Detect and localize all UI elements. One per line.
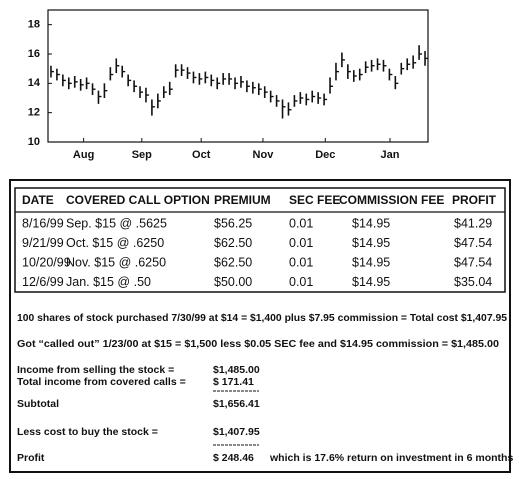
table-cell: $56.25 — [214, 216, 252, 230]
chart: 10 12 14 16 18 Aug Sep Oct Nov Dec Jan — [28, 19, 429, 161]
summary-amount: $ 171.41 — [213, 376, 254, 388]
y-tick-label: 12 — [28, 107, 40, 119]
summary-label: Total income from covered calls = — [17, 376, 186, 388]
x-tick-label: Dec — [315, 149, 335, 161]
x-tick-label: Jan — [381, 149, 400, 161]
table-cell: $14.95 — [352, 275, 390, 289]
table-cell: 8/16/99 — [22, 216, 64, 230]
y-tick-label: 10 — [28, 136, 40, 148]
note: Got “called out” 1/23/00 at $15 = $1,500… — [17, 338, 499, 350]
x-tick-label: Aug — [73, 149, 94, 161]
table-box — [9, 179, 511, 473]
y-tick-label: 18 — [28, 19, 40, 31]
x-tick-label: Nov — [253, 149, 275, 161]
table-cell: Nov. $15 @ .6250 — [66, 255, 166, 269]
x-tick-label: Oct — [192, 149, 211, 161]
table-cell: 12/6/99 — [22, 275, 64, 289]
table-cell: $14.95 — [352, 255, 390, 269]
table-cell: 9/21/99 — [22, 236, 64, 250]
table-cell: 0.01 — [289, 236, 313, 250]
table-cell: Sep. $15 @ .5625 — [66, 216, 167, 230]
table-cell: $35.04 — [454, 275, 492, 289]
table-cell: $47.54 — [454, 236, 492, 250]
summary-label: Subtotal — [17, 398, 59, 410]
table-cell: $41.29 — [454, 216, 492, 230]
table-cell: $62.50 — [214, 255, 252, 269]
column-header: DATE — [22, 193, 54, 207]
column-header: COMMISSION FEE — [339, 193, 444, 207]
table-frame — [14, 187, 506, 293]
y-tick-label: 16 — [28, 48, 40, 60]
summary-label: Less cost to buy the stock = — [17, 426, 158, 438]
x-tick-label: Sep — [132, 149, 152, 161]
summary-label: Profit — [17, 452, 45, 464]
note: 100 shares of stock purchased 7/30/99 at… — [17, 312, 507, 324]
document: DATE COVERED CALL OPTION PREMIUM SEC FEECOM… — [17, 193, 513, 464]
column-header: SEC FEE — [289, 193, 340, 207]
table-cell: $50.00 — [214, 275, 252, 289]
summary-comment: which is 17.6% return on investment in 6… — [269, 452, 513, 464]
table-cell: Jan. $15 @ .50 — [66, 275, 151, 289]
column-header: COVERED CALL OPTION — [66, 193, 210, 207]
table-cell: $14.95 — [352, 216, 390, 230]
summary-amount: $1,407.95 — [213, 426, 260, 438]
table-cell: Oct. $15 @ .6250 — [66, 236, 164, 250]
table-cell: $14.95 — [352, 236, 390, 250]
table-cell: $62.50 — [214, 236, 252, 250]
table-cell: 0.01 — [289, 275, 313, 289]
table-cell: $47.54 — [454, 255, 492, 269]
table-cell: 0.01 — [289, 216, 313, 230]
column-header: PREMIUM — [214, 193, 271, 207]
summary-amount: $ 248.46 — [213, 452, 254, 464]
y-tick-label: 14 — [28, 77, 41, 89]
summary-label: Income from selling the stock = — [17, 364, 174, 376]
summary-amount: $1,656.41 — [213, 398, 260, 410]
table-cell: 0.01 — [289, 255, 313, 269]
column-header: PROFIT — [452, 193, 497, 207]
plot-frame — [47, 9, 429, 143]
table-cell: 10/20/99 — [22, 255, 71, 269]
summary-amount: $1,485.00 — [213, 364, 260, 376]
